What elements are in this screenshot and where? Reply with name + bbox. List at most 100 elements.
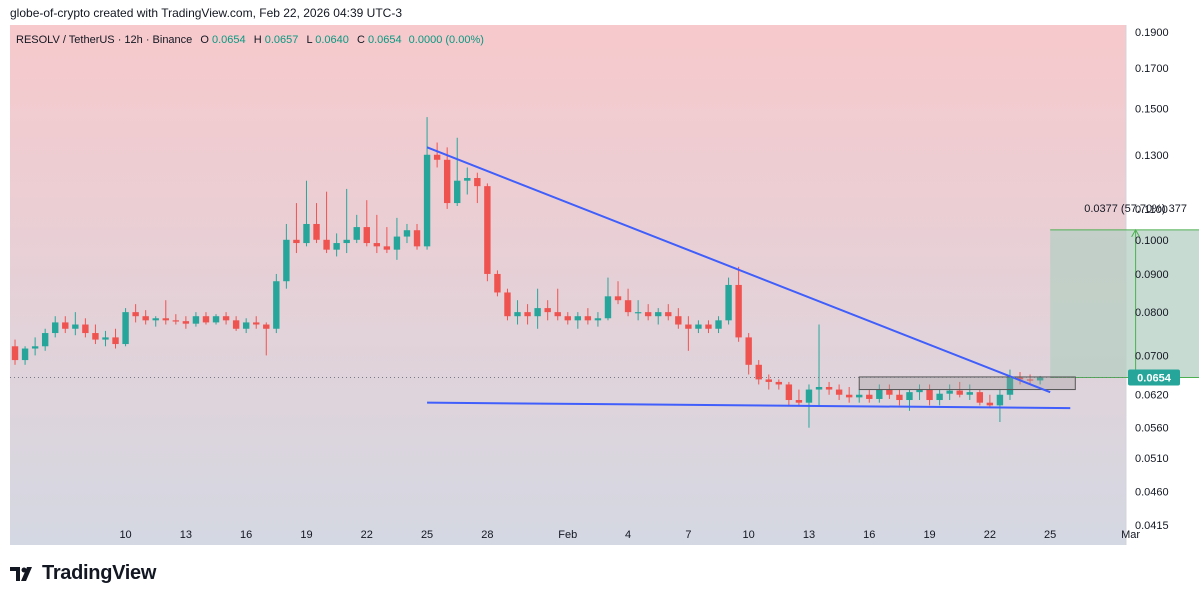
candle-body [353, 227, 360, 240]
candle-body [132, 312, 139, 317]
x-tick-label: Feb [558, 529, 577, 541]
candle [122, 308, 129, 347]
candle-body [484, 186, 491, 274]
x-tick-label: 10 [119, 529, 131, 541]
candle [343, 188, 350, 254]
candle-body [644, 312, 652, 317]
candle-body [906, 392, 913, 401]
candle-body [41, 333, 49, 347]
support-trendline[interactable] [427, 401, 1071, 410]
candle-body [524, 312, 531, 317]
candle [936, 389, 943, 406]
candle [142, 310, 149, 325]
candle-body [675, 316, 682, 325]
candle [946, 384, 953, 401]
candle-body [1016, 376, 1024, 380]
candle [393, 217, 401, 260]
y-tick-label: 0.1500 [1135, 103, 1169, 115]
candle-body [423, 154, 431, 247]
candle-body [142, 316, 149, 321]
candle-body [835, 389, 843, 395]
y-tick-label: 0.0460 [1135, 486, 1169, 498]
candle-body [896, 394, 903, 401]
candle-body [92, 333, 99, 340]
candle-body [594, 318, 602, 321]
candle-body [373, 243, 381, 247]
candle [966, 384, 973, 401]
plot-background [10, 25, 1126, 545]
candle-body [21, 348, 29, 361]
candle-body [735, 284, 742, 338]
candle [403, 223, 411, 244]
candle [192, 312, 200, 327]
tradingview-logo-icon [10, 566, 32, 581]
tradingview-logo[interactable]: TradingView [10, 562, 156, 585]
y-tick-label: 0.1900 [1135, 27, 1169, 39]
candle [162, 300, 169, 325]
candle-body [614, 296, 622, 301]
candle [363, 200, 370, 247]
x-tick-label: 16 [240, 529, 252, 541]
candle-body [886, 389, 893, 395]
candle-body [72, 324, 79, 329]
candle-body [745, 337, 752, 365]
candle-body [403, 230, 411, 237]
candle [996, 389, 1004, 422]
open-label: O [200, 34, 209, 46]
candle-body [685, 324, 692, 329]
candle [242, 318, 250, 334]
candle [604, 277, 612, 321]
x-tick-label: 4 [625, 529, 631, 541]
high-value: 0.0657 [265, 34, 299, 46]
candle [614, 281, 622, 305]
candle-body [504, 292, 511, 317]
candle [464, 167, 471, 195]
close-value: 0.0654 [368, 34, 402, 46]
symbol-label: RESOLV / TetherUS · 12h · Binance [16, 34, 192, 46]
candle [1016, 372, 1024, 385]
candle-body [333, 243, 340, 250]
candle-body [805, 389, 813, 403]
candle-body [544, 308, 551, 313]
consolidation-box[interactable] [858, 376, 1076, 391]
candle-body [604, 296, 612, 319]
candle-body [313, 223, 320, 240]
candle [624, 288, 632, 317]
candle-body [202, 316, 210, 323]
y-tick-label: 0.0700 [1135, 350, 1169, 362]
candle-body [876, 389, 883, 399]
candle-body [152, 318, 159, 321]
candle [504, 288, 511, 321]
close-label: C [357, 34, 365, 46]
candle [11, 339, 19, 365]
candle [253, 316, 260, 329]
x-tick-label: Mar [1121, 529, 1140, 541]
candle-body [62, 322, 69, 329]
candle [1006, 369, 1014, 401]
candle [584, 308, 592, 325]
candle-body [514, 312, 521, 317]
high-label: H [254, 34, 262, 46]
descending-resistance-trendline[interactable] [426, 146, 1051, 394]
measure-range-box[interactable] [1050, 229, 1199, 378]
candle-body [926, 389, 933, 401]
candle-body [665, 312, 672, 317]
candle [293, 203, 300, 254]
candle-body [474, 178, 481, 187]
candle [715, 316, 722, 334]
candle [423, 117, 431, 250]
candle-body [795, 400, 803, 403]
y-tick-label: 0.1000 [1135, 235, 1169, 247]
candle-body [242, 322, 250, 329]
candle-body [82, 324, 89, 334]
open-value: 0.0654 [212, 34, 246, 46]
candle-body [383, 246, 391, 250]
x-tick-label: 25 [421, 529, 433, 541]
candle [876, 384, 883, 403]
candle [313, 203, 320, 244]
candle-body [102, 337, 109, 340]
candle [232, 316, 240, 331]
measure-arrow-head [1131, 228, 1141, 238]
candle-body [464, 178, 471, 181]
